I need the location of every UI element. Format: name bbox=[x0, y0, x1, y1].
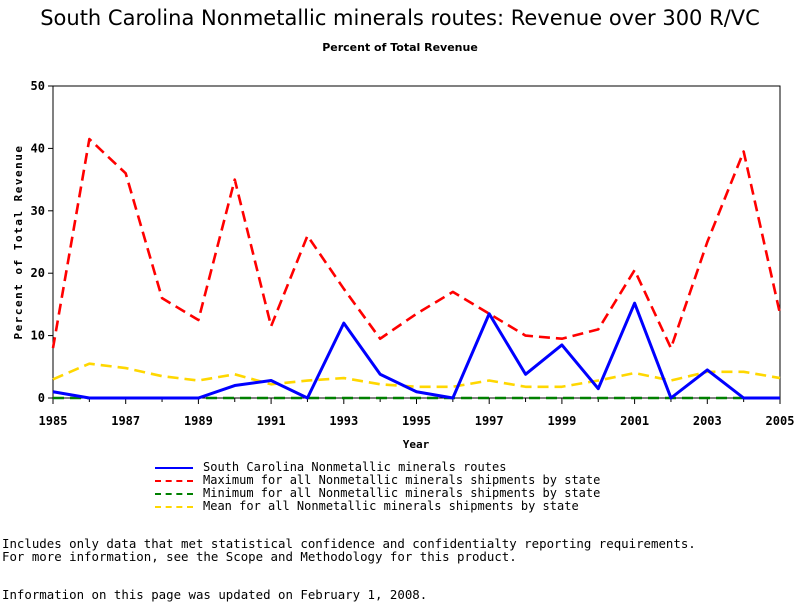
x-tick-label: 1997 bbox=[475, 414, 504, 428]
x-tick-label: 1985 bbox=[39, 414, 68, 428]
legend-swatch bbox=[155, 493, 193, 495]
x-tick-label: 1989 bbox=[184, 414, 213, 428]
x-tick-label: 2005 bbox=[766, 414, 795, 428]
x-tick-label: 1995 bbox=[402, 414, 431, 428]
y-tick-label: 20 bbox=[31, 266, 45, 280]
x-tick-label: 1993 bbox=[329, 414, 358, 428]
y-tick-label: 30 bbox=[31, 204, 45, 218]
y-axis-title: Percent of Total Revenue bbox=[12, 145, 25, 340]
series-line-1 bbox=[53, 303, 780, 398]
x-axis-title: Year bbox=[403, 438, 430, 451]
x-tick-label: 1991 bbox=[257, 414, 286, 428]
y-tick-label: 40 bbox=[31, 141, 45, 155]
series-line-2 bbox=[53, 139, 780, 348]
legend-swatch bbox=[155, 506, 193, 508]
series-lines bbox=[53, 139, 780, 398]
legend-label: Mean for all Nonmetallic minerals shipme… bbox=[203, 499, 579, 513]
legend-swatch bbox=[155, 467, 193, 469]
series-line-4 bbox=[53, 364, 780, 387]
x-tick-label: 1999 bbox=[547, 414, 576, 428]
y-tick-label: 10 bbox=[31, 329, 45, 343]
legend-label: Minimum for all Nonmetallic minerals shi… bbox=[203, 486, 600, 500]
legend-label: South Carolina Nonmetallic minerals rout… bbox=[203, 460, 506, 474]
y-tick-label: 50 bbox=[31, 79, 45, 93]
axes: 0 10 20 30 40 50 1985 1987 1989 1991 1993 1995 1997 1… bbox=[31, 79, 795, 428]
x-tick-label: 2001 bbox=[620, 414, 649, 428]
legend-swatch bbox=[155, 480, 193, 482]
plot-frame bbox=[53, 86, 780, 398]
x-tick-label: 2003 bbox=[693, 414, 722, 428]
x-tick-label: 1987 bbox=[111, 414, 140, 428]
legend-label: Maximum for all Nonmetallic minerals shi… bbox=[203, 473, 600, 487]
y-tick-label: 0 bbox=[38, 391, 45, 405]
footnote-methodology: For more information, see the Scope and … bbox=[2, 549, 517, 564]
